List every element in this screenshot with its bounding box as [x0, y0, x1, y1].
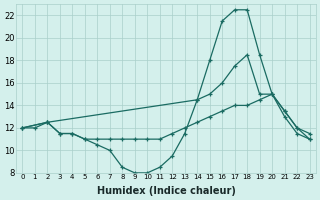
- X-axis label: Humidex (Indice chaleur): Humidex (Indice chaleur): [97, 186, 236, 196]
